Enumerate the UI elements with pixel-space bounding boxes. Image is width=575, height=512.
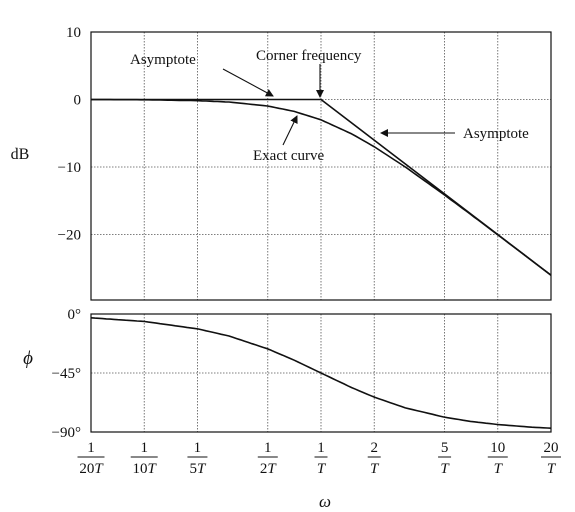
x-tick-numerator: 5 — [441, 440, 449, 456]
x-tick-numerator: 1 — [194, 440, 202, 456]
magnitude-y-tick-label: −20 — [58, 228, 81, 244]
x-tick-numerator: 1 — [317, 440, 325, 456]
exact-curve — [91, 98, 552, 276]
x-tick-numerator: 10 — [490, 440, 505, 456]
x-tick-numerator: 2 — [370, 440, 378, 456]
x-tick-numerator: 20 — [544, 440, 559, 456]
phase-plot-frame — [90, 313, 552, 433]
grid — [91, 32, 551, 432]
x-tick-denominator: 20T — [79, 461, 104, 477]
annotations: Asymptote Corner frequency Asymptote Exact … — [130, 48, 529, 164]
magnitude-y-tick-label: 0 — [74, 93, 82, 109]
x-tick-denominator: T — [440, 461, 450, 477]
x-tick-numerator: 1 — [140, 440, 148, 456]
phase-y-tick-label: −45° — [52, 366, 81, 382]
annotation-exact-curve-arrow — [282, 115, 298, 146]
x-tick-denominator: T — [370, 461, 380, 477]
x-tick-numerator: 1 — [87, 440, 95, 456]
phase-curve — [90, 317, 552, 429]
plot-frames — [90, 31, 552, 433]
x-tick-denominator: T — [494, 461, 504, 477]
phase-y-tick-label: −90° — [52, 425, 81, 441]
x-axis-label: ω — [319, 492, 331, 511]
annotation-asymptote-right-label: Asymptote — [463, 126, 529, 142]
annotation-asymptote-left-arrow — [222, 68, 274, 97]
tick-labels: 100−10−200°−45°−90°120T110T15T12T1T2T5T1… — [52, 25, 561, 477]
magnitude-plot-frame — [90, 31, 552, 301]
magnitude-y-tick-label: −10 — [58, 160, 81, 176]
x-tick-numerator: 1 — [264, 440, 272, 456]
annotation-asymptote-left-label: Asymptote — [130, 52, 196, 68]
x-tick-denominator: 5T — [190, 461, 208, 477]
x-tick-denominator: T — [547, 461, 557, 477]
phase-y-axis-label: ϕ — [23, 348, 33, 369]
annotation-corner-frequency-label: Corner frequency — [256, 48, 362, 64]
magnitude-y-tick-label: 10 — [66, 25, 81, 41]
annotation-exact-curve-label: Exact curve — [253, 148, 325, 164]
x-tick-denominator: 10T — [133, 461, 158, 477]
magnitude-y-axis-label: dB — [11, 146, 30, 163]
x-tick-denominator: 2T — [260, 461, 278, 477]
x-tick-denominator: T — [317, 461, 327, 477]
series-layer — [90, 98, 552, 429]
phase-y-tick-label: 0° — [68, 307, 82, 323]
